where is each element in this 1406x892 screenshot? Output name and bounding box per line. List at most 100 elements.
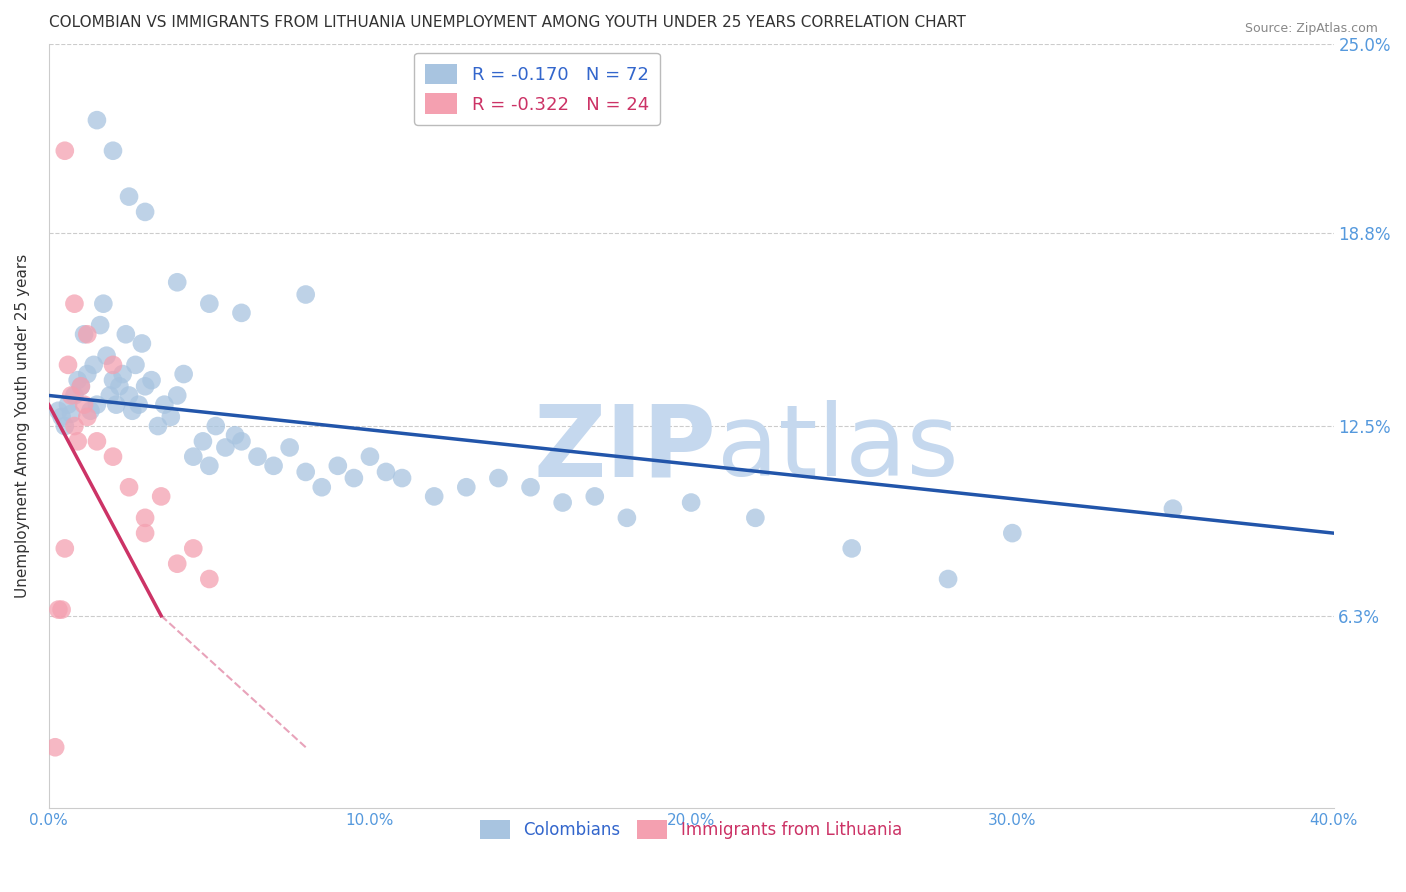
Point (294, 287, 316, 301)
Point (83, 358, 105, 372)
Point (51, 409, 73, 424)
Point (231, 434, 253, 449)
Point (76, 367, 98, 381)
Point (118, 189, 141, 203)
Point (53, 541, 76, 556)
Point (56, 358, 79, 372)
Point (48, 403, 70, 417)
Point (44, 740, 66, 755)
Point (153, 398, 176, 412)
Point (124, 358, 146, 372)
Point (56, 398, 79, 412)
Point (101, 144, 124, 158)
Point (166, 557, 188, 571)
Point (131, 336, 153, 351)
Point (551, 495, 574, 509)
Point (278, 441, 301, 455)
Point (166, 388, 188, 402)
Point (375, 465, 398, 479)
Point (841, 541, 863, 556)
Point (744, 511, 766, 525)
Point (198, 296, 221, 310)
Point (326, 458, 349, 473)
Legend: Colombians, Immigrants from Lithuania: Colombians, Immigrants from Lithuania (474, 814, 908, 846)
Point (173, 367, 195, 381)
Point (98, 388, 121, 402)
Text: Source: ZipAtlas.com: Source: ZipAtlas.com (1244, 22, 1378, 36)
Point (1161, 501, 1184, 516)
Point (101, 450, 124, 464)
Point (108, 379, 131, 393)
Point (191, 434, 214, 449)
Text: atlas: atlas (717, 401, 959, 498)
Point (146, 419, 169, 434)
Point (60, 388, 83, 402)
Point (70, 379, 93, 393)
Point (128, 398, 150, 412)
Point (105, 398, 128, 412)
Point (76, 409, 98, 424)
Point (86, 113, 108, 128)
Point (118, 388, 141, 402)
Point (198, 572, 221, 586)
Point (166, 275, 188, 289)
Point (134, 526, 156, 541)
Point (231, 306, 253, 320)
Point (70, 379, 93, 393)
Point (53, 144, 76, 158)
Point (134, 379, 156, 393)
Point (66, 434, 89, 449)
Point (73, 398, 96, 412)
Point (93, 296, 115, 310)
Point (141, 373, 163, 387)
Point (681, 495, 703, 509)
Point (53, 419, 76, 434)
Point (359, 450, 381, 464)
Point (214, 441, 236, 455)
Point (134, 205, 156, 219)
Point (48, 602, 70, 616)
Point (263, 458, 285, 473)
Point (63, 419, 86, 434)
Point (118, 480, 141, 494)
Point (73, 327, 96, 342)
Point (79, 403, 101, 417)
Point (96, 349, 118, 363)
Point (198, 458, 221, 473)
Point (936, 572, 959, 586)
Point (391, 471, 413, 485)
Point (181, 450, 204, 464)
Point (89, 318, 111, 332)
Point (150, 490, 173, 504)
Point (51, 602, 73, 616)
Point (294, 465, 316, 479)
Point (204, 419, 226, 434)
Point (181, 541, 204, 556)
Point (66, 373, 89, 387)
Point (224, 428, 246, 442)
Point (111, 367, 134, 381)
Point (86, 434, 108, 449)
Point (101, 358, 124, 372)
Point (63, 388, 86, 402)
Point (134, 511, 156, 525)
Point (159, 409, 181, 424)
Point (101, 373, 124, 387)
Point (76, 327, 98, 342)
Y-axis label: Unemployment Among Youth under 25 years: Unemployment Among Youth under 25 years (15, 254, 30, 599)
Text: COLOMBIAN VS IMMIGRANTS FROM LITHUANIA UNEMPLOYMENT AMONG YOUTH UNDER 25 YEARS C: COLOMBIAN VS IMMIGRANTS FROM LITHUANIA U… (49, 15, 966, 30)
Point (583, 490, 606, 504)
Point (86, 398, 108, 412)
Point (1001, 526, 1024, 541)
Point (616, 511, 638, 525)
Point (246, 450, 269, 464)
Point (311, 480, 333, 494)
Point (60, 407, 83, 421)
Point (121, 403, 143, 417)
Point (486, 471, 509, 485)
Text: ZIP: ZIP (534, 401, 717, 498)
Point (343, 471, 366, 485)
Point (519, 480, 541, 494)
Point (456, 480, 478, 494)
Point (423, 490, 446, 504)
